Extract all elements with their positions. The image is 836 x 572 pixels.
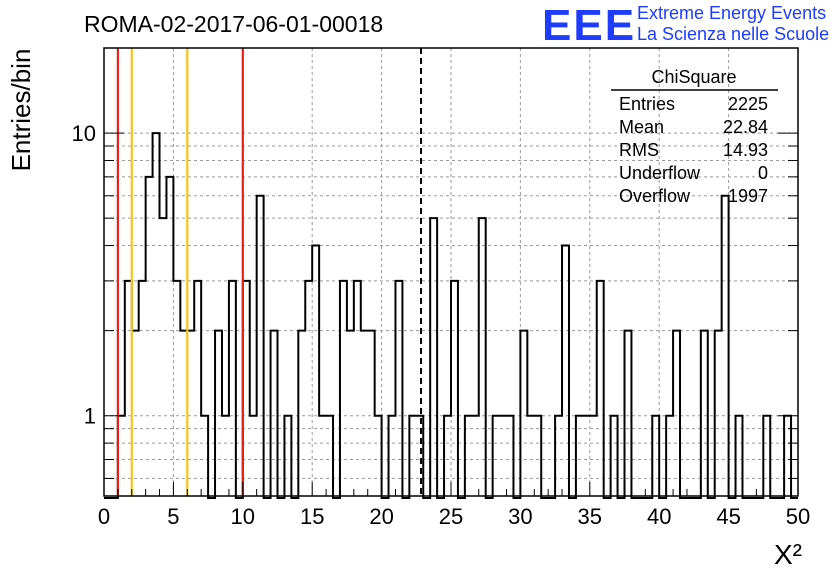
stats-box: ChiSquare Entries 2225 Mean 22.84 RMS 14.93 Un… bbox=[611, 67, 778, 206]
histogram-bin bbox=[347, 331, 354, 496]
histogram-bin bbox=[465, 416, 472, 496]
stats-label-underflow: Underflow bbox=[619, 163, 701, 183]
histogram-bin bbox=[500, 416, 507, 496]
x-tick-label: 5 bbox=[167, 504, 179, 529]
histogram-bin bbox=[354, 281, 361, 496]
x-tick-label: 0 bbox=[98, 504, 110, 529]
histogram-bin bbox=[319, 416, 326, 496]
stats-value-rms: 14.93 bbox=[723, 140, 768, 160]
plot-title: ROMA-02-2017-06-01-00018 bbox=[84, 11, 383, 37]
histogram-bin bbox=[430, 218, 437, 496]
eee-logo: EEE Extreme Energy Events La Scienza nel… bbox=[542, 1, 829, 50]
histogram-bin bbox=[312, 246, 319, 496]
histogram-bin bbox=[153, 133, 160, 496]
histogram-bin bbox=[305, 281, 312, 496]
histogram-bin bbox=[375, 416, 382, 496]
histogram-bin bbox=[562, 246, 569, 496]
histogram-bin bbox=[715, 331, 722, 496]
stats-value-entries: 2225 bbox=[728, 94, 768, 114]
x-tick-label: 30 bbox=[508, 504, 532, 529]
histogram-bin bbox=[340, 281, 347, 496]
cut-lines bbox=[116, 48, 423, 496]
histogram-bin bbox=[722, 196, 729, 496]
x-tick-label: 25 bbox=[439, 504, 463, 529]
histogram-bin bbox=[173, 281, 180, 496]
histogram-bin bbox=[625, 331, 632, 496]
logo-tagline-1: Extreme Energy Events bbox=[637, 3, 826, 23]
histogram-bin bbox=[784, 416, 791, 496]
x-tick-label: 35 bbox=[578, 504, 602, 529]
histogram-bin bbox=[368, 331, 375, 496]
histogram-bin bbox=[576, 416, 583, 496]
histogram-bin bbox=[652, 416, 659, 496]
histogram-bin bbox=[520, 331, 527, 496]
histogram-bin bbox=[451, 281, 458, 496]
histogram bbox=[104, 132, 798, 499]
histogram-bin bbox=[527, 416, 534, 496]
histogram-bin bbox=[201, 416, 208, 496]
stats-value-overflow: 1997 bbox=[728, 186, 768, 206]
histogram-bin bbox=[507, 416, 514, 496]
histogram-bin bbox=[361, 331, 368, 496]
histogram-bin bbox=[673, 331, 680, 496]
y-tick-label: 10 bbox=[72, 121, 96, 146]
histogram-bin bbox=[215, 331, 222, 496]
x-tick-label: 15 bbox=[300, 504, 324, 529]
histogram-bin bbox=[146, 177, 153, 496]
histogram-bin bbox=[409, 416, 416, 496]
x-tick-label: 40 bbox=[647, 504, 671, 529]
histogram-bin bbox=[194, 281, 201, 496]
histogram-bin bbox=[257, 196, 264, 496]
histogram-bin bbox=[701, 331, 708, 496]
x-tick-label: 50 bbox=[786, 504, 810, 529]
stats-label-rms: RMS bbox=[619, 140, 659, 160]
histogram-bin bbox=[250, 416, 257, 496]
stats-title: ChiSquare bbox=[651, 67, 736, 87]
histogram-bin bbox=[611, 416, 618, 496]
histogram-bin bbox=[271, 331, 278, 496]
histogram-bin bbox=[298, 331, 305, 496]
eee-logo-text: EEE bbox=[542, 1, 636, 50]
histogram-bin bbox=[389, 416, 396, 496]
stats-value-underflow: 0 bbox=[758, 163, 768, 183]
stats-label-mean: Mean bbox=[619, 117, 664, 137]
histogram-bin bbox=[444, 416, 451, 496]
stats-value-mean: 22.84 bbox=[723, 117, 768, 137]
histogram-bin bbox=[763, 416, 770, 496]
histogram-bin bbox=[326, 416, 333, 496]
histogram-bin bbox=[284, 416, 291, 496]
histogram-bin bbox=[493, 416, 500, 496]
histogram-bin bbox=[736, 416, 743, 496]
histogram-bin bbox=[555, 416, 562, 496]
histogram-bin bbox=[166, 177, 173, 496]
x-tick-label: 20 bbox=[369, 504, 393, 529]
histogram-bin bbox=[666, 416, 673, 496]
histogram-bin bbox=[229, 281, 236, 496]
histogram-bin bbox=[139, 281, 146, 496]
x-tick-label: 10 bbox=[231, 504, 255, 529]
histogram-bin bbox=[534, 416, 541, 496]
histogram-bin bbox=[583, 416, 590, 496]
histogram-bin bbox=[590, 416, 597, 496]
stats-label-overflow: Overflow bbox=[619, 186, 691, 206]
stats-label-entries: Entries bbox=[619, 94, 675, 114]
x-tick-label: 45 bbox=[716, 504, 740, 529]
histogram-bin bbox=[160, 218, 167, 496]
axes: 0 5 10 15 20 25 30 35 40 45 50 1 10 bbox=[72, 47, 810, 529]
y-axis-label: Entries/bin bbox=[6, 49, 36, 172]
histogram-bin bbox=[416, 416, 423, 496]
histogram-line bbox=[104, 132, 798, 499]
histogram-bin bbox=[479, 218, 486, 496]
x-axis-label: X² bbox=[774, 539, 802, 570]
histogram-bin bbox=[222, 416, 229, 496]
y-tick-label: 1 bbox=[84, 404, 96, 429]
histogram-bin bbox=[472, 416, 479, 496]
histogram-bin bbox=[597, 281, 604, 496]
logo-tagline-2: La Scienza nelle Scuole bbox=[637, 24, 829, 44]
histogram-bin bbox=[395, 281, 402, 496]
